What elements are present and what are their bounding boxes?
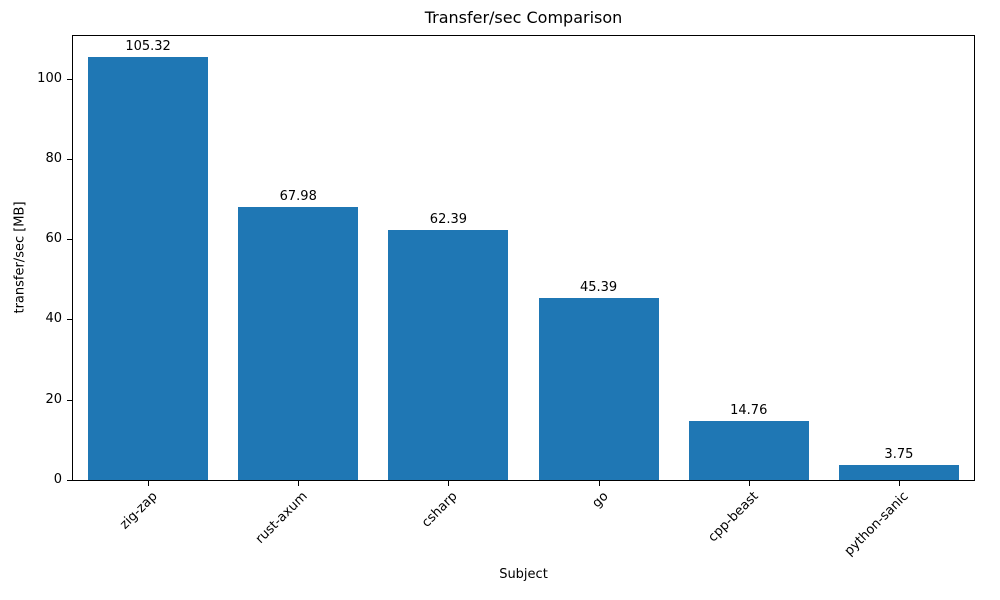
- x-tick-label-zig-zap: zig-zap: [117, 489, 161, 533]
- bar-csharp: [388, 229, 509, 480]
- y-tick-mark: [67, 158, 72, 160]
- y-tick-mark: [67, 399, 72, 401]
- x-tick-label-csharp: csharp: [419, 489, 462, 531]
- bar-rust-axum: [238, 207, 359, 480]
- x-tick-label-rust-axum: rust-axum: [253, 489, 311, 547]
- y-tick-mark: [67, 480, 72, 481]
- y-tick-label: 20: [45, 391, 62, 407]
- chart-title: Transfer/sec Comparison: [424, 8, 623, 27]
- x-tick-mark: [598, 481, 600, 486]
- x-axis-label: Subject: [499, 567, 548, 582]
- bar-cpp-beast: [688, 420, 809, 480]
- y-tick-label: 0: [53, 472, 62, 487]
- bar-value-label: 62.39: [429, 211, 468, 227]
- x-tick-label-python-sanic: python-sanic: [841, 489, 912, 559]
- bar-value-label: 45.39: [579, 279, 618, 295]
- bar-go: [538, 297, 659, 480]
- y-tick-mark: [67, 239, 72, 241]
- bar-python-sanic: [838, 464, 959, 480]
- x-tick-mark: [898, 481, 900, 486]
- x-tick-label-cpp-beast: cpp-beast: [705, 489, 762, 546]
- x-tick-label-go: go: [589, 489, 612, 512]
- bar-value-label: 14.76: [730, 402, 768, 418]
- x-tick-mark: [448, 481, 450, 486]
- plot-area: 105.32 67.98 62.39 45.39 14.76 3.75: [72, 35, 975, 481]
- y-axis-label: transfer/sec [MB]: [12, 201, 28, 314]
- bar-zig-zap: [88, 57, 209, 480]
- bar-value-label: 105.32: [125, 39, 171, 55]
- y-tick-mark: [67, 78, 72, 80]
- x-tick-mark: [298, 481, 300, 486]
- y-tick-label: 40: [45, 311, 62, 327]
- bar-value-label: 67.98: [279, 189, 317, 205]
- x-tick-mark: [748, 481, 750, 486]
- y-tick-label: 100: [37, 70, 62, 86]
- y-tick-label: 60: [45, 231, 62, 247]
- y-tick-label: 80: [45, 150, 62, 166]
- y-tick-mark: [67, 319, 72, 321]
- bar-value-label: 3.75: [884, 446, 914, 462]
- x-tick-mark: [148, 481, 150, 486]
